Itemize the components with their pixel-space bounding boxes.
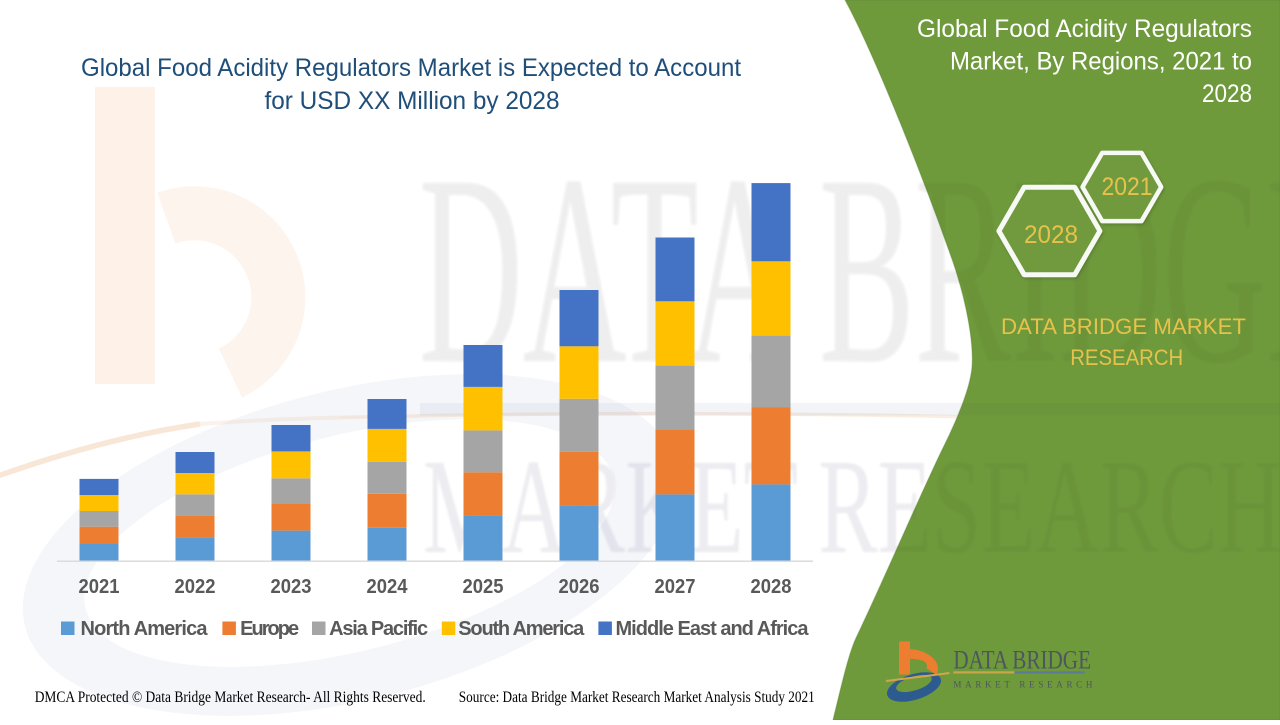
svg-text:2024: 2024 xyxy=(367,576,409,598)
svg-text:DMCA Protected © Data Bridge M: DMCA Protected © Data Bridge Market Rese… xyxy=(35,689,426,706)
svg-text:for USD XX Million by 2028: for USD XX Million by 2028 xyxy=(265,87,560,115)
svg-text:2028: 2028 xyxy=(751,576,792,598)
svg-text:Europe: Europe xyxy=(240,618,299,640)
svg-text:DATA BRIDGE MARKET: DATA BRIDGE MARKET xyxy=(1001,314,1246,339)
svg-text:2025: 2025 xyxy=(463,576,504,598)
svg-text:2022: 2022 xyxy=(175,576,216,598)
svg-text:South America: South America xyxy=(458,618,585,640)
svg-text:North America: North America xyxy=(81,618,209,640)
svg-text:2028: 2028 xyxy=(1024,221,1078,249)
svg-text:2026: 2026 xyxy=(559,576,600,598)
svg-text:2027: 2027 xyxy=(655,576,696,598)
svg-text:MARKET RESEARCH: MARKET RESEARCH xyxy=(953,680,1093,690)
svg-text:Global Food Acidity Regulators: Global Food Acidity Regulators xyxy=(917,15,1252,43)
svg-text:2023: 2023 xyxy=(271,576,312,598)
svg-text:2021: 2021 xyxy=(79,576,120,598)
svg-text:RESEARCH: RESEARCH xyxy=(1070,345,1183,370)
svg-text:2028: 2028 xyxy=(1202,80,1252,108)
svg-text:2021: 2021 xyxy=(1102,173,1153,201)
svg-text:Middle East and Africa: Middle East and Africa xyxy=(616,618,810,640)
svg-text:Source: Data Bridge Market Res: Source: Data Bridge Market Research Mark… xyxy=(459,689,815,706)
svg-text:Global Food Acidity Regulators: Global Food Acidity Regulators Market is… xyxy=(81,54,741,82)
svg-text:Market, By Regions, 2021 to: Market, By Regions, 2021 to xyxy=(950,48,1252,76)
svg-text:Asia Pacific: Asia Pacific xyxy=(329,618,428,640)
svg-text:DATA BRIDGE: DATA BRIDGE xyxy=(953,646,1091,675)
